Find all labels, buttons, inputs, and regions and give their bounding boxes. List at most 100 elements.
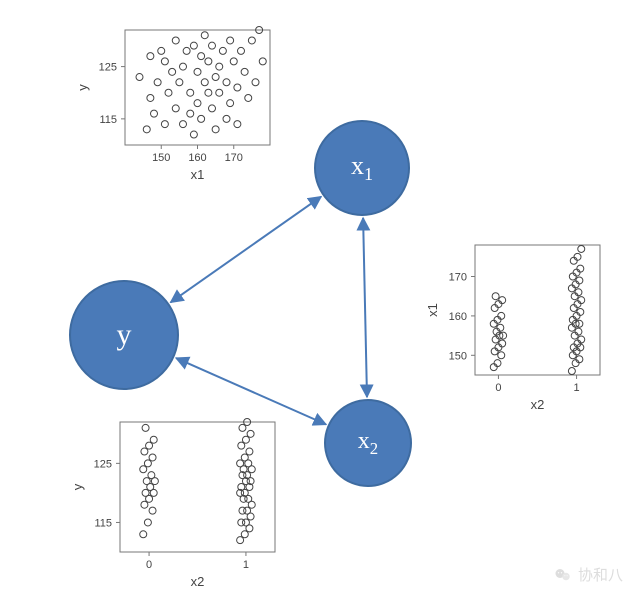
data-point xyxy=(143,126,150,133)
data-point xyxy=(227,37,234,44)
data-point xyxy=(140,531,147,538)
data-point xyxy=(198,115,205,122)
data-point xyxy=(198,53,205,60)
data-point xyxy=(490,320,497,327)
data-point xyxy=(230,58,237,65)
data-point xyxy=(498,312,505,319)
ytick-label: 125 xyxy=(94,458,112,470)
data-point xyxy=(141,501,148,508)
data-point xyxy=(494,316,501,323)
data-point xyxy=(161,121,168,128)
data-point xyxy=(572,360,579,367)
data-point xyxy=(180,121,187,128)
xtick-label: 0 xyxy=(146,559,152,571)
data-point xyxy=(151,110,158,117)
chart-y-vs-x1: 150160170115125x1y xyxy=(125,30,270,145)
data-point xyxy=(165,89,172,96)
data-point xyxy=(259,58,266,65)
data-point xyxy=(147,94,154,101)
data-point xyxy=(219,47,226,54)
data-point xyxy=(223,79,230,86)
xtick-label: 150 xyxy=(152,152,170,164)
edge-x1-x2 xyxy=(363,218,367,397)
data-point xyxy=(148,472,155,479)
data-point xyxy=(497,324,504,331)
data-point xyxy=(569,273,576,280)
data-point xyxy=(187,89,194,96)
data-point xyxy=(194,100,201,107)
wechat-icon xyxy=(554,566,572,584)
data-point xyxy=(238,442,245,449)
ytick-label: 160 xyxy=(449,311,467,323)
data-point xyxy=(499,340,506,347)
data-point xyxy=(573,312,580,319)
data-point xyxy=(239,424,246,431)
data-point xyxy=(140,466,147,473)
data-point xyxy=(146,442,153,449)
ytick-label: 125 xyxy=(99,62,117,74)
ytick-label: 115 xyxy=(94,517,112,529)
data-point xyxy=(490,364,497,371)
data-point xyxy=(172,105,179,112)
data-point xyxy=(495,344,502,351)
xtick-label: 1 xyxy=(574,382,580,394)
data-point xyxy=(492,336,499,343)
data-point xyxy=(176,79,183,86)
ylabel: y xyxy=(75,84,90,91)
data-point xyxy=(169,68,176,75)
data-point xyxy=(209,42,216,49)
data-point xyxy=(227,100,234,107)
data-point xyxy=(147,53,154,60)
data-point xyxy=(499,297,506,304)
data-point xyxy=(578,336,585,343)
data-point xyxy=(144,460,151,467)
data-point xyxy=(234,121,241,128)
data-point xyxy=(141,448,148,455)
plot-frame xyxy=(475,245,600,375)
data-point xyxy=(205,58,212,65)
xtick-label: 170 xyxy=(225,152,243,164)
data-point xyxy=(491,348,498,355)
data-point xyxy=(187,110,194,117)
data-point xyxy=(576,277,583,284)
data-point xyxy=(241,454,248,461)
plot-frame xyxy=(120,422,275,552)
data-point xyxy=(216,89,223,96)
data-point xyxy=(577,308,584,315)
data-point xyxy=(234,84,241,91)
data-point xyxy=(201,32,208,39)
chart-y-vs-x2: 01115125x2y xyxy=(120,422,275,552)
data-point xyxy=(491,305,498,312)
edge-y-x2 xyxy=(176,358,326,424)
data-point xyxy=(149,454,156,461)
data-point xyxy=(154,79,161,86)
data-point xyxy=(158,47,165,54)
data-point xyxy=(571,332,578,339)
xlabel: x2 xyxy=(531,397,545,412)
data-point xyxy=(241,531,248,538)
data-point xyxy=(209,105,216,112)
data-point xyxy=(578,245,585,252)
data-point xyxy=(194,68,201,75)
data-point xyxy=(569,352,576,359)
data-point xyxy=(237,537,244,544)
data-point xyxy=(150,436,157,443)
data-point xyxy=(238,47,245,54)
data-point xyxy=(570,305,577,312)
data-point xyxy=(223,115,230,122)
data-point xyxy=(245,94,252,101)
watermark-text: 协和八 xyxy=(578,564,623,585)
data-point xyxy=(252,79,259,86)
data-point xyxy=(574,253,581,260)
data-point xyxy=(498,352,505,359)
xtick-label: 1 xyxy=(243,559,249,571)
data-point xyxy=(572,281,579,288)
data-point xyxy=(149,507,156,514)
data-point xyxy=(575,289,582,296)
data-point xyxy=(212,126,219,133)
data-point xyxy=(216,63,223,70)
data-point xyxy=(241,68,248,75)
data-point xyxy=(577,265,584,272)
ytick-label: 170 xyxy=(449,272,467,284)
data-point xyxy=(571,293,578,300)
